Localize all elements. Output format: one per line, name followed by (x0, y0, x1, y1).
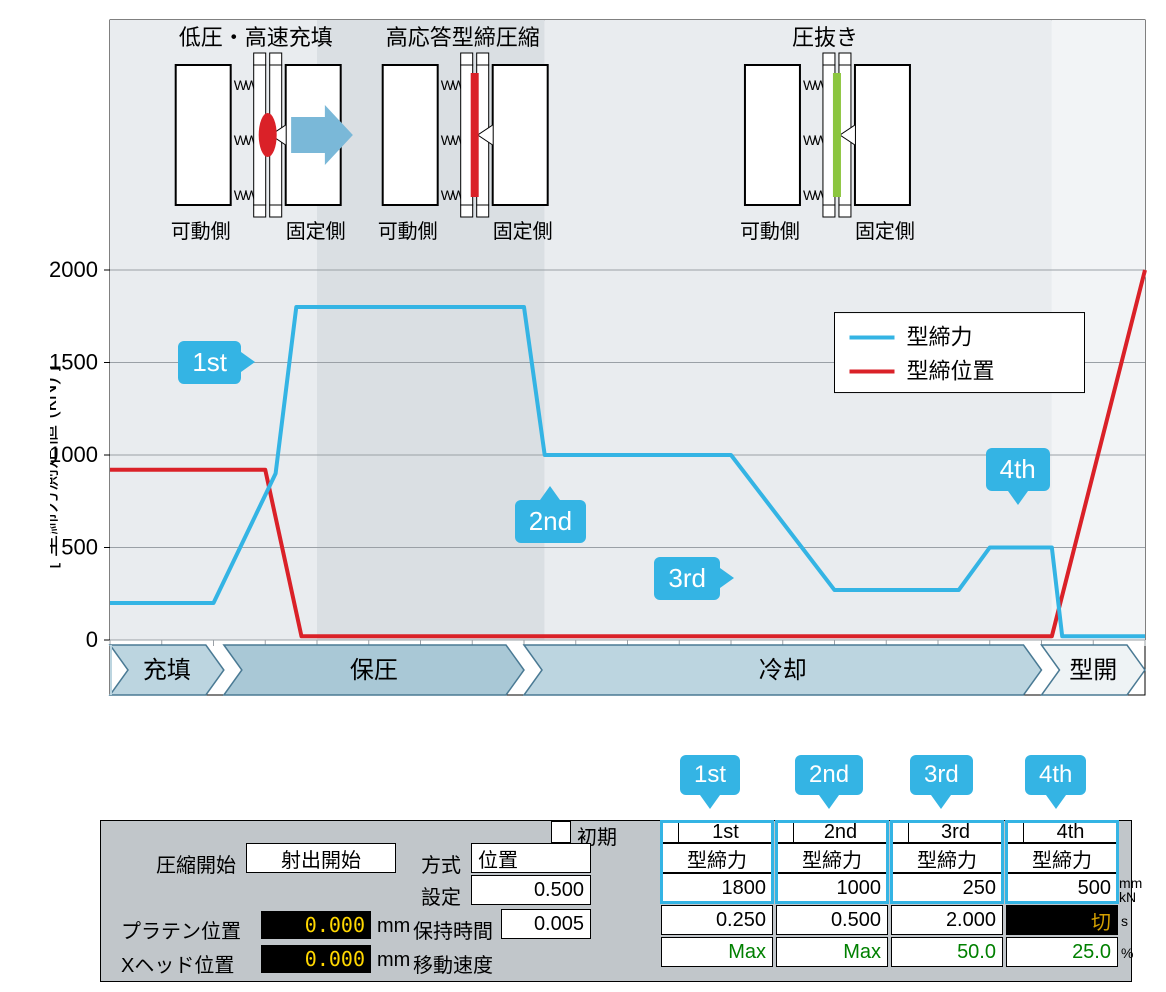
label-compress-start: 圧縮開始 (156, 849, 236, 878)
unit-pct: % (1121, 945, 1133, 961)
unit-mm-1: mm (377, 915, 410, 938)
stage-callout-3rd: 3rd (910, 755, 973, 795)
time-1st[interactable]: 0.250 (661, 905, 773, 935)
speed-1st[interactable]: Max (661, 937, 773, 967)
svg-text:固定側: 固定側 (286, 220, 346, 243)
svg-text:低圧・高速充填: 低圧・高速充填 (179, 25, 333, 50)
stage-callout-2nd: 2nd (795, 755, 863, 795)
label-setting: 設定 (421, 881, 461, 910)
speed-4th[interactable]: 25.0 (1006, 937, 1118, 967)
label-movespeed: 移動速度 (413, 949, 493, 978)
time-4th[interactable]: 切 (1006, 905, 1118, 935)
label-platen: プラテン位置 (121, 915, 241, 944)
svg-text:500: 500 (61, 535, 98, 560)
chart-callout-3rd: 3rd (654, 557, 720, 600)
stage-callout-1st: 1st (680, 755, 740, 795)
svg-text:2000: 2000 (50, 257, 98, 282)
svg-text:可動側: 可動側 (740, 220, 800, 243)
chart-callout-2nd: 2nd (515, 500, 586, 543)
highlight-3rd (890, 820, 1004, 904)
unit-s: s (1121, 913, 1128, 929)
val-setting[interactable]: 0.500 (471, 875, 591, 905)
label-method: 方式 (421, 849, 461, 878)
svg-text:冷却: 冷却 (759, 657, 807, 684)
svg-text:可動側: 可動側 (378, 220, 438, 243)
val-method[interactable]: 位置 (471, 843, 591, 873)
speed-3rd[interactable]: 50.0 (891, 937, 1003, 967)
stage-callout-4th: 4th (1025, 755, 1086, 795)
unit-mm-2: mm (377, 949, 410, 972)
svg-text:型開: 型開 (1069, 657, 1117, 684)
chk-initial[interactable] (551, 821, 571, 843)
svg-text:固定側: 固定側 (855, 220, 915, 243)
time-3rd[interactable]: 2.000 (891, 905, 1003, 935)
svg-text:圧抜き: 圧抜き (792, 25, 858, 50)
svg-text:可動側: 可動側 (171, 220, 231, 243)
val-platen: 0.000 (261, 911, 371, 939)
val-xhead: 0.000 (261, 945, 371, 973)
svg-text:充填: 充填 (143, 657, 191, 684)
time-2nd[interactable]: 0.500 (776, 905, 888, 935)
svg-text:型締力: 型締力 (907, 325, 973, 350)
highlight-1st (660, 820, 774, 904)
svg-text:高応答型締圧縮: 高応答型締圧縮 (386, 25, 540, 50)
speed-2nd[interactable]: Max (776, 937, 888, 967)
svg-text:型締位置: 型締位置 (907, 359, 995, 384)
unit-kn: kN (1119, 889, 1136, 905)
highlight-4th (1005, 820, 1119, 904)
val-holdtime[interactable]: 0.005 (501, 909, 591, 939)
val-compress-start[interactable]: 射出開始 (246, 843, 396, 873)
label-holdtime: 保持時間 (413, 915, 493, 944)
svg-text:[ 型締力測定値 (kN) ]: [ 型締力測定値 (kN) ] (50, 365, 61, 569)
settings-panel: 圧縮開始射出開始プラテン位置0.000mmXヘッド位置0.000mm初期方式位置… (100, 820, 1132, 982)
svg-text:固定側: 固定側 (493, 220, 553, 243)
chart-callout-1st: 1st (178, 341, 241, 384)
chart-callout-4th: 4th (986, 448, 1050, 491)
highlight-2nd (775, 820, 889, 904)
svg-text:0: 0 (86, 627, 98, 652)
label-xhead: Xヘッド位置 (121, 949, 234, 978)
svg-text:保圧: 保圧 (350, 657, 398, 684)
